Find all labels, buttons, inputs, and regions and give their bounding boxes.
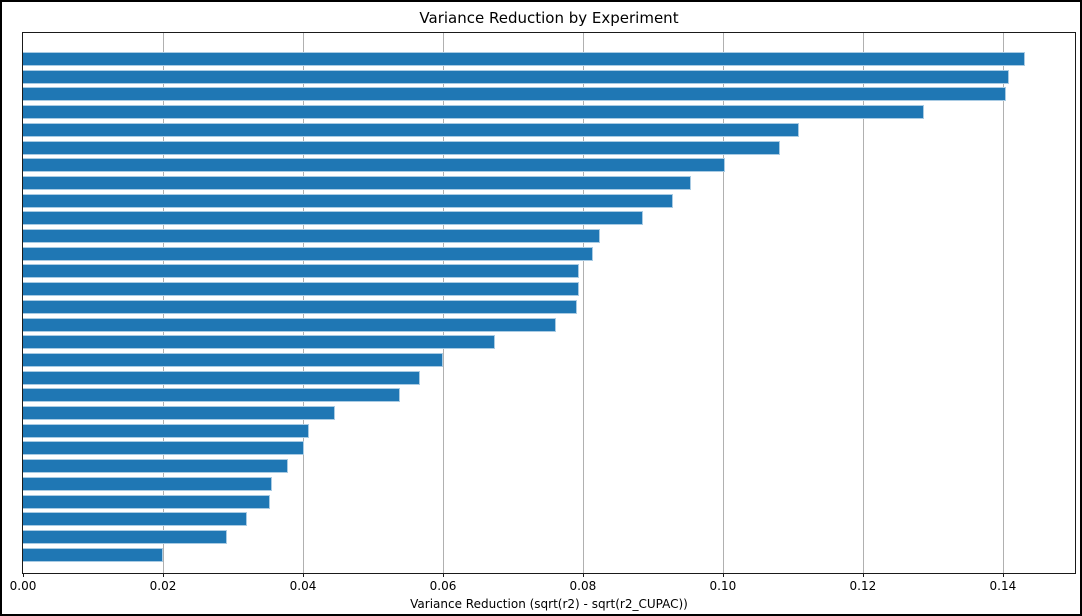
bar [23,423,309,438]
bar [23,299,577,314]
bar [23,352,443,367]
bar [23,476,272,491]
bar [23,512,247,527]
bar [23,388,401,403]
x-tick-mark [582,573,584,577]
bar [23,193,674,208]
bar [23,282,579,297]
x-tick-label: 0.06 [429,579,457,593]
gridline [862,33,864,573]
bar [23,317,556,332]
bar [23,406,335,420]
plot-area [22,32,1076,574]
gridline [722,33,724,573]
bar [23,87,1007,102]
x-axis-label: Variance Reduction (sqrt(r2) - sqrt(r2_C… [410,597,688,611]
bar [23,370,420,385]
bar [23,105,924,120]
bar [23,441,305,456]
x-tick-mark [163,573,164,577]
x-tick-label: 0.10 [709,579,737,593]
bar [23,158,725,173]
chart-title: Variance Reduction by Experiment [419,9,679,27]
x-tick-mark [443,573,444,577]
x-tick-label: 0.08 [569,579,597,593]
bar [23,529,227,544]
bar [23,335,495,350]
bar [23,264,579,279]
x-tick-mark [862,573,864,577]
bar [23,459,289,474]
gridline [1002,33,1004,573]
bar [23,140,780,155]
bar [23,69,1010,84]
bar [23,211,644,226]
x-tick-label: 0.12 [849,579,877,593]
x-tick-label: 0.02 [149,579,177,593]
x-tick-label: 0.00 [9,579,37,593]
bar [23,122,799,137]
x-tick-mark [303,573,304,577]
x-tick-mark [1002,573,1004,577]
x-tick-label: 0.14 [989,579,1017,593]
bar [23,175,692,190]
bar [23,494,271,509]
x-tick-mark [23,573,24,577]
bar [23,229,600,243]
x-tick-mark [722,573,724,577]
bar [23,246,593,261]
x-tick-label: 0.04 [289,579,317,593]
bar [23,547,163,562]
bar [23,52,1026,66]
gridline [582,33,584,573]
